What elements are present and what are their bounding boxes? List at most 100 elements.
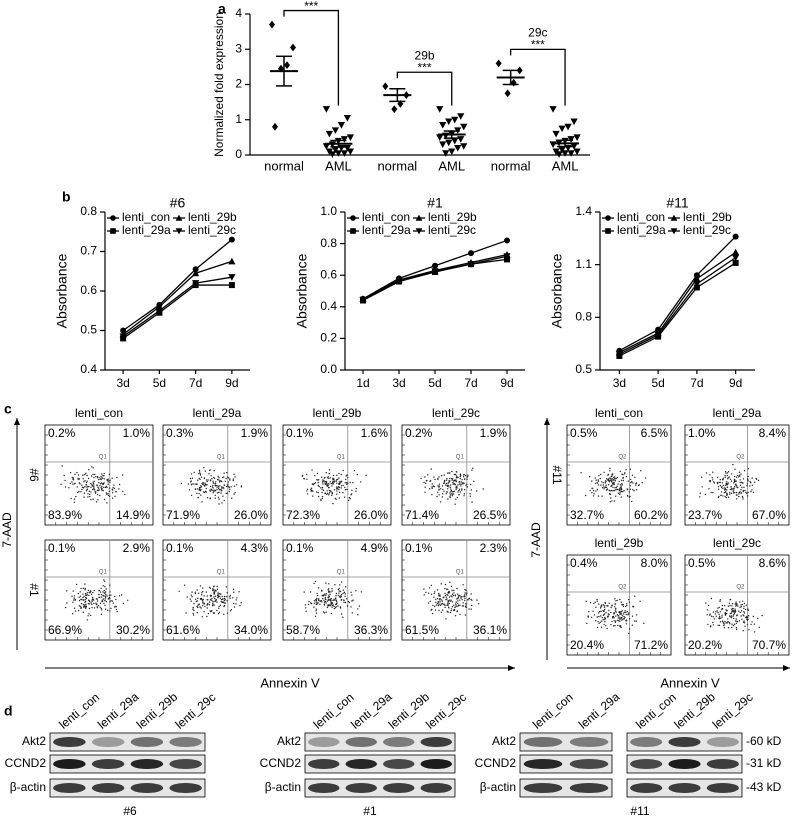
event-dot [84,606,87,608]
blot-band [569,782,609,794]
event-dot [708,488,710,490]
event-dot [81,486,84,488]
marker [395,277,403,285]
event-dot [365,474,367,476]
event-dot [309,591,312,593]
x-tick-label: normal [377,158,417,173]
event-dot [464,599,466,602]
event-dot [614,487,616,489]
quadrant-percent: 66.9% [48,623,82,637]
event-dot [614,476,616,478]
quadrant-percent: 8.0% [641,556,669,570]
event-dot [468,608,470,610]
event-dot [332,483,335,485]
event-dot [603,486,605,488]
event-dot [78,478,81,480]
event-dot [92,473,94,476]
event-dot [325,472,327,474]
event-dot [459,477,461,480]
event-dot [82,587,85,589]
blot-band [420,758,452,770]
event-dot [116,610,118,613]
event-dot [217,475,219,478]
event-dot [120,594,123,596]
event-dot [314,615,317,617]
x-tick-label: normal [264,158,304,173]
event-dot [460,483,462,485]
event-dot [322,597,324,600]
event-dot [211,599,213,602]
event-dot [725,491,727,493]
x-tick-label: 1d [356,376,369,390]
sample-label: #11 [630,804,649,818]
event-dot [333,598,335,601]
event-dot [712,471,714,473]
chart-title: #6 [170,195,186,211]
event-dot [204,490,207,493]
event-dot [104,592,106,595]
plot-title: lenti_29c [432,406,480,420]
event-dot [631,500,633,503]
event-dot [189,598,191,600]
event-dot [84,589,86,591]
marker [454,144,462,152]
event-dot [744,489,746,492]
marker [558,146,566,154]
event-dot [443,481,446,483]
quadrant-percent: 83.9% [48,508,82,522]
event-dot [735,491,738,494]
event-dot [612,625,615,627]
event-dot [99,606,101,608]
event-dot [634,620,636,622]
event-dot [435,604,438,606]
event-dot [609,490,611,492]
event-dot [344,482,346,484]
event-dot [741,618,743,620]
event-dot [220,599,223,601]
event-dot [190,494,193,497]
event-dot [194,488,197,491]
event-dot [118,595,121,597]
event-dot [317,602,319,604]
event-dot [635,482,637,485]
event-dot [462,602,464,604]
panel-label: a [218,1,226,17]
marker [228,282,235,289]
event-dot [220,488,222,491]
event-dot [482,488,484,490]
event-dot [304,604,307,606]
event-dot [80,607,82,610]
event-dot [627,495,629,497]
event-dot [323,601,326,603]
event-dot [333,478,335,481]
event-dot [597,621,599,623]
event-dot [625,605,627,608]
event-dot [446,598,448,600]
event-dot [101,488,103,491]
event-dot [102,489,104,492]
event-dot [315,491,318,493]
event-dot [719,481,721,484]
event-dot [618,480,620,483]
event-dot [72,477,75,479]
event-dot [331,590,333,592]
event-dot [628,618,631,620]
event-dot [198,488,200,490]
blot-band [345,758,377,770]
quadrant-percent: 71.4% [405,508,439,522]
event-dot [336,600,338,602]
blot-band [308,782,340,794]
event-dot [225,492,227,495]
event-dot [440,583,442,585]
event-dot [342,491,344,494]
event-dot [603,623,605,626]
series-line [122,239,233,332]
event-dot [106,502,108,504]
event-dot [629,478,632,481]
event-dot [458,594,460,597]
gate-label: Q1 [337,570,346,576]
event-dot [600,473,602,476]
event-dot [336,490,338,492]
marker [573,134,581,141]
